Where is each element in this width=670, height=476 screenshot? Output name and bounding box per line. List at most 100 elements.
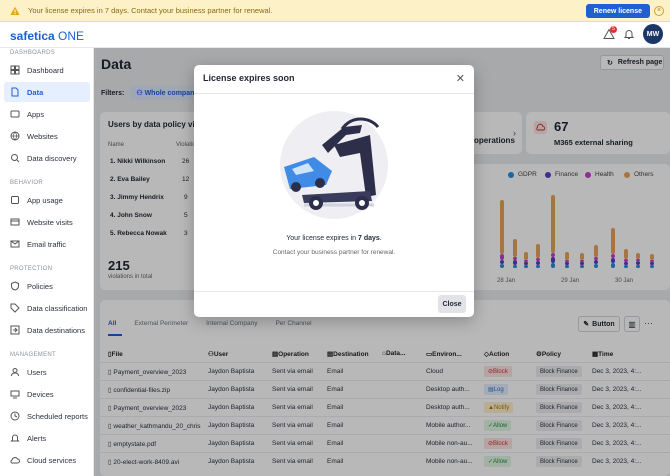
time-cell: Dec 3, 2023, 4:... <box>592 368 642 375</box>
action-icon: ⊘ <box>488 441 494 447</box>
bell-icon[interactable] <box>623 28 635 40</box>
bell-icon <box>10 434 20 442</box>
tab-internal-company[interactable]: Internal Company <box>206 320 258 327</box>
chart-bar <box>551 263 555 268</box>
page-title: Data <box>101 56 132 72</box>
col-file[interactable]: ▯ File <box>108 350 123 359</box>
sidebar-item-scheduled-reports[interactable]: Scheduled reports <box>4 406 90 426</box>
user-violations: 9 <box>184 194 188 201</box>
table-row[interactable]: ▯ weather_kathmandu_20_chris Jaydon Bapti… <box>100 416 670 434</box>
calendar-icon: ▦ <box>592 351 599 358</box>
action-label: Allow <box>493 422 508 429</box>
col-user[interactable]: ⚇ User <box>208 350 228 359</box>
col-destination[interactable]: ▤ Destination <box>327 350 369 359</box>
column-label: Environ... <box>432 350 462 358</box>
user-cell: Jaydon Baptista <box>208 386 255 393</box>
license-modal: License expires soon ✕ Your license expi… <box>194 65 474 317</box>
sidebar-item-data[interactable]: Data <box>4 82 90 102</box>
m365-sharing-card[interactable]: 67 M365 external sharing <box>526 112 670 154</box>
sidebar-item-email-traffic[interactable]: Email traffic <box>4 234 90 254</box>
more-icon[interactable]: ⋯ <box>644 318 653 328</box>
avatar[interactable]: MW <box>643 24 663 44</box>
time-cell: Dec 3, 2023, 4:... <box>592 422 642 429</box>
chart-bar <box>650 260 654 262</box>
col-action[interactable]: ◇ Action <box>484 350 509 359</box>
close-button[interactable]: Close <box>438 295 466 313</box>
tow-truck-illustration <box>280 111 388 219</box>
operation-cell: Sent via email <box>272 404 313 411</box>
sidebar-item-data-discovery[interactable]: Data discovery <box>4 148 90 168</box>
action-icon: ✓ <box>488 459 494 465</box>
table-action-button[interactable]: ✎ Button <box>578 316 620 332</box>
action-badge: ▲ Notify <box>484 402 514 413</box>
sidebar: DASHBOARDS Dashboard Data Apps Websites … <box>0 48 94 476</box>
sidebar-item-apps[interactable]: Apps <box>4 104 90 124</box>
col-data[interactable]: ⌂ Data... <box>382 350 405 357</box>
user-name[interactable]: 2. Eva Bailey <box>110 176 150 183</box>
tab-all[interactable]: All <box>108 320 117 327</box>
user-name[interactable]: 5. Rebecca Nowak <box>110 230 167 237</box>
app-logo[interactable]: safetica ONE <box>10 29 85 43</box>
legend-swatch <box>624 171 630 178</box>
chart-bar <box>636 261 640 265</box>
sidebar-item-policies[interactable]: Policies <box>4 276 90 296</box>
sidebar-item-label: Dashboard <box>27 65 64 75</box>
chart-bar <box>513 239 517 257</box>
tab-per-channel[interactable]: Per Channel <box>275 320 312 327</box>
col-time[interactable]: ▦ Time <box>592 350 613 359</box>
sidebar-item-users[interactable]: Users <box>4 362 90 382</box>
filter-chip-whole-company[interactable]: ⚇ Whole company <box>130 86 205 100</box>
table-row[interactable]: ▯ Payment_overview_2023 Jaydon Baptista Se… <box>100 362 670 380</box>
sidebar-item-devices[interactable]: Devices <box>4 384 90 404</box>
sidebar-item-website-visits[interactable]: Website visits <box>4 212 90 232</box>
file-name: emptystate.pdf <box>113 441 157 448</box>
table-row[interactable]: ▯ confidential-files.zip Jaydon Baptista S… <box>100 380 670 398</box>
chart-bar <box>636 265 640 268</box>
action-badge: ⊘ Block <box>484 366 512 377</box>
time-cell: Dec 3, 2023, 4:... <box>592 458 642 465</box>
column-label: Destination <box>333 350 369 358</box>
table-row[interactable]: ▯ emptystate.pdf Jaydon Baptista Sent via … <box>100 434 670 452</box>
sidebar-item-data-destinations[interactable]: Data destinations <box>4 320 90 340</box>
user-cell: Jaydon Baptista <box>208 404 255 411</box>
col-environment[interactable]: ▭ Environ... <box>426 350 462 359</box>
chart-bar <box>650 265 654 268</box>
sidebar-item-cloud-services[interactable]: Cloud services <box>4 450 90 470</box>
chart-bar <box>594 260 598 264</box>
table-row[interactable]: ▯ Payment_overview_2023 Jaydon Baptista Se… <box>100 398 670 416</box>
sidebar-item-dashboard[interactable]: Dashboard <box>4 60 90 80</box>
tab-external-perimeter[interactable]: External Perimeter <box>134 320 189 327</box>
active-tab-indicator <box>108 334 122 336</box>
renew-license-button[interactable]: Renew license <box>585 4 650 18</box>
user-name[interactable]: 1. Nikki Wilkinson <box>110 158 166 165</box>
time-cell: Dec 3, 2023, 4:... <box>592 386 642 393</box>
user-cell: Jaydon Baptista <box>208 440 255 447</box>
website-visits-icon <box>10 218 20 226</box>
refresh-page-button[interactable]: ↻ Refresh page <box>600 55 664 70</box>
chart-bar <box>551 253 555 257</box>
user-violations: 12 <box>182 176 190 183</box>
operation-cell: Sent via email <box>272 440 313 447</box>
col-operation[interactable]: ▤ Operation <box>272 350 309 359</box>
col-policy[interactable]: ⚙ Policy <box>536 350 561 359</box>
sidebar-item-alerts[interactable]: Alerts <box>4 428 90 448</box>
user-name[interactable]: 4. John Snow <box>110 212 152 219</box>
table-row[interactable]: ▯ 20-elect-work-8409.avi Jaydon Baptista S… <box>100 452 670 470</box>
sidebar-item-data-classification[interactable]: Data classification <box>4 298 90 318</box>
action-icon: ⊘ <box>488 369 494 375</box>
destination-cell: Email <box>327 458 344 465</box>
user-name[interactable]: 3. Jimmy Hendrix <box>110 194 164 201</box>
policy-badge: Block Finance <box>536 420 582 431</box>
legend-gdpr: GDPR <box>508 171 537 178</box>
sidebar-item-websites[interactable]: Websites <box>4 126 90 146</box>
sidebar-item-app-usage[interactable]: App usage <box>4 190 90 210</box>
chart-bar <box>650 262 654 265</box>
close-icon[interactable]: ✕ <box>455 73 465 85</box>
close-banner-icon[interactable]: × <box>654 6 664 16</box>
file-name: Payment_overview_2023 <box>113 369 187 376</box>
alert-icon[interactable] <box>603 28 615 40</box>
file-icon: ▯ <box>108 387 114 394</box>
columns-icon[interactable]: ▥ <box>624 316 640 332</box>
chart-bar <box>500 264 504 268</box>
policy-badge: Block Finance <box>536 366 582 377</box>
